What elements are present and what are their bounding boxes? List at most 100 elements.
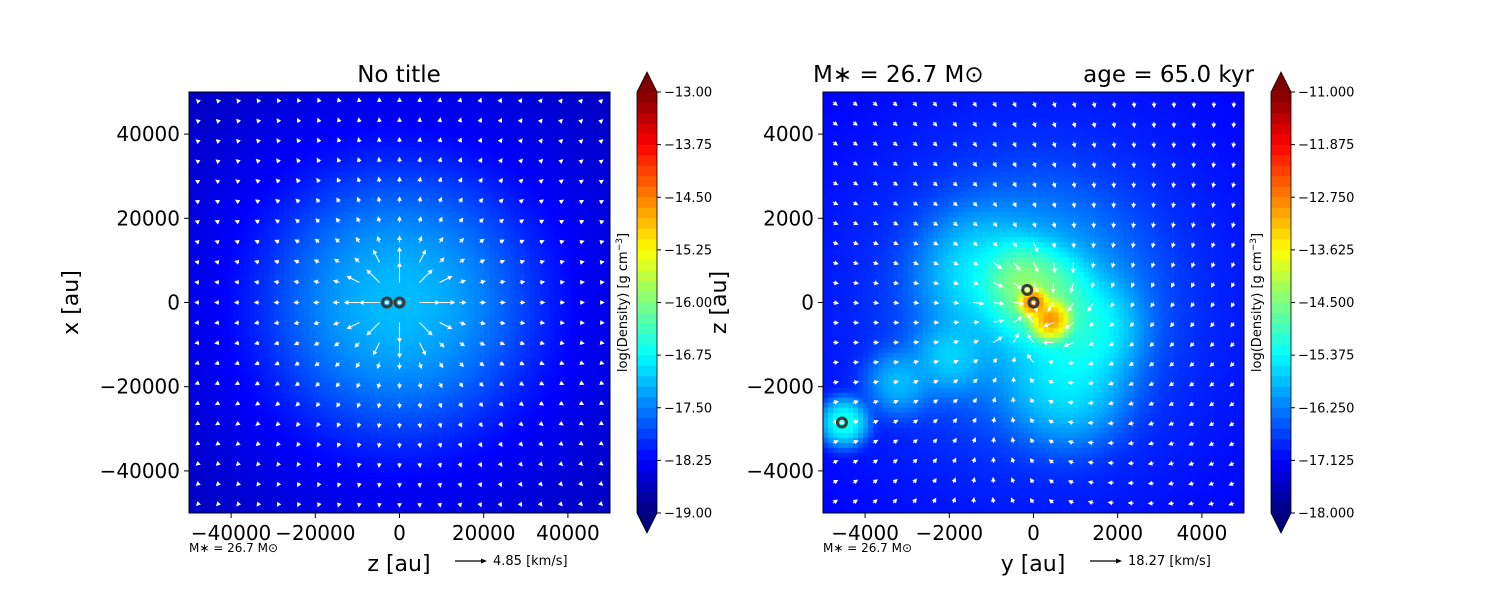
density-cell: [449, 312, 456, 319]
density-cell: [569, 372, 576, 379]
density-cell: [449, 222, 456, 228]
density-cell: [574, 252, 581, 258]
density-cell: [494, 202, 501, 208]
density-cell: [379, 187, 386, 193]
density-cell: [579, 342, 586, 349]
density-cell: [439, 112, 446, 118]
density-cell: [364, 227, 371, 233]
density-cell: [389, 117, 396, 123]
density-cell: [449, 122, 456, 128]
density-cell: [574, 212, 581, 218]
density-cell: [254, 257, 260, 263]
density-cell: [369, 307, 376, 314]
density-cell: [274, 202, 280, 208]
density-cell: [229, 142, 235, 148]
density-cell: [349, 262, 355, 269]
density-cell: [319, 132, 325, 138]
density-cell: [504, 132, 511, 138]
density-cell: [514, 182, 521, 188]
density-cell: [569, 187, 576, 193]
density-cell: [549, 177, 556, 183]
density-cell: [584, 352, 591, 359]
density-cell: [519, 322, 526, 329]
density-cell: [254, 132, 260, 138]
density-cell: [214, 227, 220, 233]
density-cell: [204, 207, 210, 213]
density-cell: [439, 97, 446, 103]
density-cell: [474, 167, 481, 173]
density-cell: [239, 292, 245, 299]
density-cell: [454, 207, 461, 213]
density-cell: [269, 107, 275, 113]
density-cell: [479, 137, 486, 143]
density-cell: [494, 107, 501, 113]
density-cell: [459, 112, 466, 118]
density-cell: [449, 147, 456, 153]
density-cell: [514, 102, 521, 108]
density-cell: [409, 262, 416, 269]
density-cell: [524, 202, 531, 208]
density-cell: [349, 377, 355, 384]
density-cell: [364, 372, 371, 379]
density-cell: [424, 222, 431, 228]
density-cell: [399, 342, 406, 349]
density-cell: [589, 257, 596, 263]
density-cell: [329, 382, 335, 389]
density-cell: [574, 312, 581, 319]
density-cell: [484, 207, 491, 213]
density-cell: [309, 162, 315, 168]
density-cell: [359, 312, 366, 319]
density-cell: [289, 97, 295, 103]
density-cell: [299, 267, 305, 274]
density-cell: [439, 367, 446, 374]
density-cell: [299, 287, 305, 294]
density-cell: [189, 382, 195, 389]
density-cell: [344, 302, 350, 309]
density-cell: [519, 222, 526, 228]
density-cell: [349, 142, 355, 148]
density-cell: [239, 127, 245, 133]
density-cell: [414, 237, 421, 243]
density-cell: [349, 322, 355, 329]
density-cell: [539, 287, 546, 294]
density-cell: [554, 352, 561, 359]
density-cell: [314, 172, 320, 178]
density-cell: [554, 232, 561, 238]
density-cell: [434, 272, 441, 279]
density-cell: [339, 387, 345, 394]
density-cell: [574, 257, 581, 263]
density-cell: [529, 322, 536, 329]
density-cell: [204, 117, 210, 123]
density-cell: [454, 142, 461, 148]
density-cell: [489, 112, 496, 118]
density-cell: [449, 382, 456, 389]
density-cell: [539, 252, 546, 258]
density-cell: [249, 332, 255, 339]
density-cell: [569, 177, 576, 183]
density-cell: [209, 227, 215, 233]
density-cell: [534, 227, 541, 233]
density-cell: [399, 267, 406, 274]
density-cell: [289, 137, 295, 143]
density-cell: [404, 202, 411, 208]
density-cell: [509, 262, 516, 269]
density-cell: [239, 252, 245, 258]
density-cell: [559, 317, 566, 324]
density-cell: [304, 217, 310, 223]
density-cell: [319, 137, 325, 143]
density-cell: [354, 147, 360, 153]
density-cell: [604, 212, 610, 218]
density-cell: [429, 327, 436, 334]
density-cell: [224, 317, 230, 324]
density-cell: [434, 382, 441, 389]
density-cell: [569, 312, 576, 319]
density-cell: [234, 277, 240, 284]
density-cell: [524, 127, 531, 133]
density-cell: [364, 292, 371, 299]
density-cell: [389, 157, 396, 163]
density-cell: [219, 362, 225, 369]
density-cell: [284, 257, 290, 263]
density-cell: [259, 252, 265, 258]
density-cell: [274, 282, 280, 289]
density-cell: [234, 357, 240, 364]
